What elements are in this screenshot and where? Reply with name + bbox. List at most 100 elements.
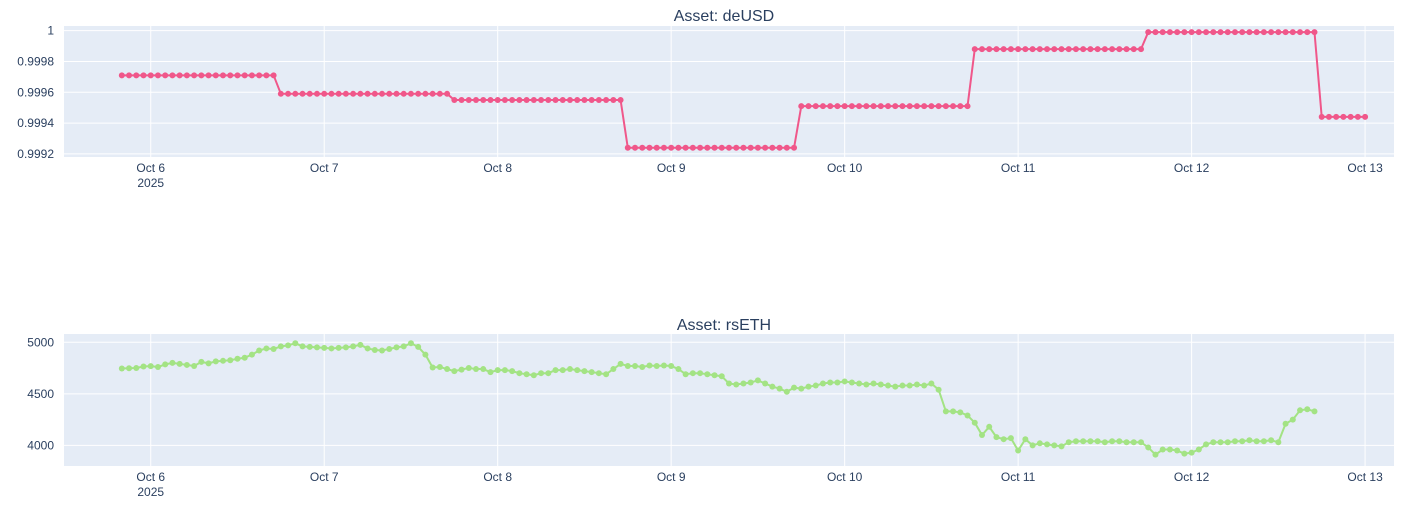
rseth-data-point[interactable] xyxy=(198,358,205,365)
deusd-data-point[interactable] xyxy=(942,103,949,110)
rseth-data-point[interactable] xyxy=(400,343,407,350)
rseth-data-point[interactable] xyxy=(1101,439,1108,446)
rseth-data-point[interactable] xyxy=(480,366,487,373)
rseth-data-point[interactable] xyxy=(689,370,696,377)
deusd-data-point[interactable] xyxy=(277,90,284,97)
deusd-data-point[interactable] xyxy=(451,96,458,103)
deusd-data-point[interactable] xyxy=(444,90,451,97)
deusd-data-point[interactable] xyxy=(198,72,205,79)
rseth-data-point[interactable] xyxy=(451,368,458,375)
rseth-data-point[interactable] xyxy=(1203,441,1210,448)
rseth-data-point[interactable] xyxy=(574,367,581,374)
rseth-data-point[interactable] xyxy=(126,365,133,372)
deusd-data-point[interactable] xyxy=(501,96,508,103)
deusd-data-point[interactable] xyxy=(191,72,198,79)
rseth-data-point[interactable] xyxy=(212,358,219,365)
rseth-data-point[interactable] xyxy=(191,362,198,369)
deusd-data-point[interactable] xyxy=(1181,29,1188,36)
deusd-data-point[interactable] xyxy=(834,103,841,110)
deusd-data-point[interactable] xyxy=(1282,29,1289,36)
deusd-data-point[interactable] xyxy=(328,90,335,97)
rseth-data-point[interactable] xyxy=(697,370,704,377)
rseth-data-point[interactable] xyxy=(1217,439,1224,446)
deusd-data-point[interactable] xyxy=(1094,46,1101,53)
deusd-data-point[interactable] xyxy=(950,103,957,110)
rseth-data-point[interactable] xyxy=(371,346,378,353)
deusd-data-point[interactable] xyxy=(530,96,537,103)
deusd-data-point[interactable] xyxy=(1051,46,1058,53)
deusd-data-point[interactable] xyxy=(610,96,617,103)
rseth-data-point[interactable] xyxy=(444,366,451,373)
deusd-data-point[interactable] xyxy=(1159,29,1166,36)
rseth-data-point[interactable] xyxy=(581,368,588,375)
deusd-data-point[interactable] xyxy=(205,72,212,79)
deusd-data-point[interactable] xyxy=(892,103,899,110)
deusd-data-point[interactable] xyxy=(1044,46,1051,53)
rseth-data-point[interactable] xyxy=(328,345,335,352)
rseth-data-point[interactable] xyxy=(798,385,805,392)
deusd-data-point[interactable] xyxy=(270,72,277,79)
deusd-data-point[interactable] xyxy=(1022,46,1029,53)
deusd-data-point[interactable] xyxy=(465,96,472,103)
deusd-data-point[interactable] xyxy=(1195,29,1202,36)
rseth-data-point[interactable] xyxy=(718,373,725,380)
rseth-data-point[interactable] xyxy=(646,362,653,369)
rseth-data-point[interactable] xyxy=(863,381,870,388)
rseth-data-point[interactable] xyxy=(711,372,718,379)
rseth-data-point[interactable] xyxy=(805,383,812,390)
deusd-data-point[interactable] xyxy=(1145,29,1152,36)
rseth-data-point[interactable] xyxy=(538,370,545,377)
deusd-data-point[interactable] xyxy=(668,144,675,151)
deusd-data-point[interactable] xyxy=(1340,113,1347,120)
deusd-data-point[interactable] xyxy=(1224,29,1231,36)
rseth-data-point[interactable] xyxy=(906,382,913,389)
rseth-data-point[interactable] xyxy=(632,362,639,369)
deusd-data-point[interactable] xyxy=(241,72,248,79)
deusd-data-point[interactable] xyxy=(704,144,711,151)
deusd-data-point[interactable] xyxy=(422,90,429,97)
deusd-data-point[interactable] xyxy=(1268,29,1275,36)
rseth-data-point[interactable] xyxy=(1239,438,1246,445)
deusd-data-point[interactable] xyxy=(1217,29,1224,36)
deusd-data-point[interactable] xyxy=(183,72,190,79)
deusd-data-point[interactable] xyxy=(885,103,892,110)
rseth-data-point[interactable] xyxy=(682,371,689,378)
deusd-data-point[interactable] xyxy=(783,144,790,151)
rseth-data-point[interactable] xyxy=(928,380,935,387)
deusd-data-point[interactable] xyxy=(660,144,667,151)
rseth-data-point[interactable] xyxy=(248,351,255,358)
deusd-data-point[interactable] xyxy=(762,144,769,151)
deusd-data-point[interactable] xyxy=(1130,46,1137,53)
deusd-data-point[interactable] xyxy=(603,96,610,103)
rseth-data-point[interactable] xyxy=(819,380,826,387)
deusd-data-point[interactable] xyxy=(436,90,443,97)
deusd-data-point[interactable] xyxy=(552,96,559,103)
deusd-data-point[interactable] xyxy=(1000,46,1007,53)
deusd-data-point[interactable] xyxy=(1260,29,1267,36)
deusd-data-point[interactable] xyxy=(321,90,328,97)
rseth-data-point[interactable] xyxy=(899,382,906,389)
rseth-data-point[interactable] xyxy=(509,368,516,375)
rseth-data-point[interactable] xyxy=(1029,442,1036,449)
deusd-data-point[interactable] xyxy=(899,103,906,110)
rseth-data-point[interactable] xyxy=(458,366,465,373)
rseth-data-point[interactable] xyxy=(733,381,740,388)
rseth-data-point[interactable] xyxy=(357,341,364,348)
deusd-data-point[interactable] xyxy=(791,144,798,151)
deusd-data-point[interactable] xyxy=(1210,29,1217,36)
rseth-data-point[interactable] xyxy=(877,381,884,388)
deusd-data-point[interactable] xyxy=(1333,113,1340,120)
rseth-data-point[interactable] xyxy=(154,364,161,370)
rseth-data-point[interactable] xyxy=(1166,446,1173,453)
rseth-data-point[interactable] xyxy=(653,362,660,369)
rseth-data-point[interactable] xyxy=(1275,439,1282,446)
deusd-data-point[interactable] xyxy=(1239,29,1246,36)
deusd-data-point[interactable] xyxy=(689,144,696,151)
deusd-data-point[interactable] xyxy=(118,72,125,79)
rseth-data-point[interactable] xyxy=(1260,438,1267,445)
deusd-data-point[interactable] xyxy=(1036,46,1043,53)
rseth-data-point[interactable] xyxy=(292,340,299,347)
rseth-data-point[interactable] xyxy=(595,370,602,377)
rseth-data-point[interactable] xyxy=(277,343,284,350)
deusd-data-point[interactable] xyxy=(1311,29,1318,36)
